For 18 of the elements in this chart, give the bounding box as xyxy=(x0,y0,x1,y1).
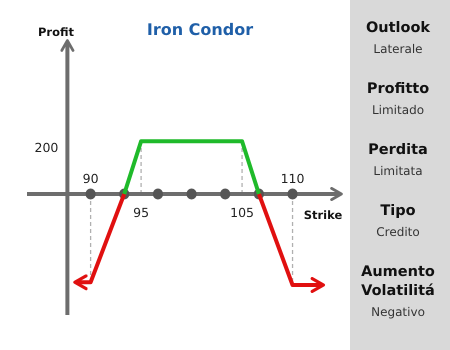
annotation: 200 xyxy=(34,140,58,156)
text: Limitata xyxy=(373,164,423,178)
text: Aumento Volatilitá xyxy=(361,264,435,299)
text: Outlook xyxy=(366,20,430,36)
text: Credito xyxy=(376,225,420,239)
annotation: 95 xyxy=(133,205,150,220)
x-tick-label: 90 xyxy=(82,171,99,186)
x-tick-label: 110 xyxy=(280,171,305,186)
text: Limitado xyxy=(372,103,424,117)
text: Negativo xyxy=(371,305,425,319)
text: Profitto xyxy=(366,81,430,97)
annotation: 105 xyxy=(230,205,254,220)
text: Tipo xyxy=(380,203,416,219)
text: Perdita xyxy=(368,142,428,158)
text: Laterale xyxy=(373,42,423,56)
x-axis-title: Strike xyxy=(304,208,342,222)
chart-title: Iron Condor xyxy=(146,20,254,39)
y-axis-title: Profit xyxy=(38,25,75,39)
